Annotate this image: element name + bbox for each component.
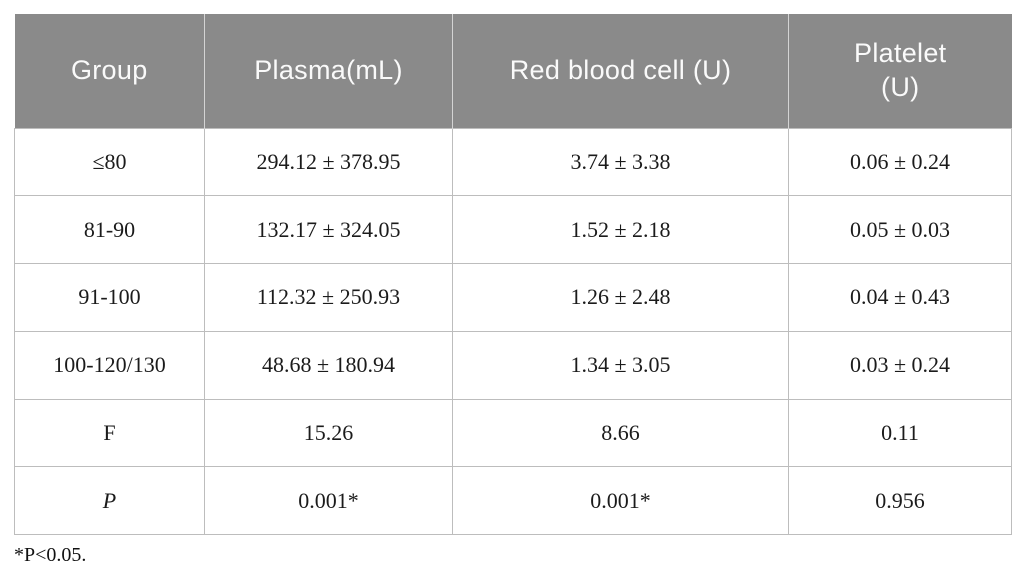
col-header-platelet: Platelet (U): [788, 14, 1012, 128]
cell-plasma: 112.32 ± 250.93: [204, 263, 453, 332]
table-row-f-statistic: F 15.26 8.66 0.11: [14, 398, 1012, 468]
blood-product-table: Group Plasma(mL) Red blood cell (U) Plat…: [14, 14, 1012, 536]
table-row-p-value: P 0.001* 0.001* 0.956: [14, 466, 1012, 536]
cell-group: 81-90: [14, 195, 205, 265]
col-header-group: Group: [14, 14, 205, 128]
cell-plasma: 132.17 ± 324.05: [204, 195, 453, 265]
table-row-group-100-120-130: 100-120/130 48.68 ± 180.94 1.34 ± 3.05 0…: [14, 330, 1012, 400]
cell-platelet: 0.956: [788, 466, 1012, 536]
table-row-group-81-90: 81-90 132.17 ± 324.05 1.52 ± 2.18 0.05 ±…: [14, 195, 1012, 265]
cell-red-blood-cell: 0.001*: [452, 466, 789, 536]
col-header-platelet-label: Platelet (U): [854, 38, 947, 102]
col-header-group-label: Group: [70, 54, 148, 85]
cell-red-blood-cell: 3.74 ± 3.38: [452, 127, 789, 197]
cell-plasma: 48.68 ± 180.94: [204, 330, 453, 400]
cell-red-blood-cell: 8.66: [452, 398, 789, 468]
cell-platelet: 0.04 ± 0.43: [788, 263, 1012, 332]
cell-group: P: [14, 466, 205, 536]
cell-group: F: [14, 398, 205, 468]
cell-platelet: 0.11: [788, 398, 1012, 468]
cell-group: 91-100: [14, 263, 205, 332]
cell-plasma: 0.001*: [204, 466, 453, 536]
cell-red-blood-cell: 1.34 ± 3.05: [452, 330, 789, 400]
cell-group: 100-120/130: [14, 330, 205, 400]
cell-plasma: 15.26: [204, 398, 453, 468]
cell-red-blood-cell: 1.26 ± 2.48: [452, 263, 789, 332]
cell-plasma: 294.12 ± 378.95: [204, 127, 453, 197]
table-row-group-91-100: 91-100 112.32 ± 250.93 1.26 ± 2.48 0.04 …: [14, 263, 1012, 332]
col-header-red-blood-cell-label: Red blood cell (U): [509, 54, 732, 85]
table-footnote: *P<0.05.: [14, 544, 87, 567]
cell-red-blood-cell: 1.52 ± 2.18: [452, 195, 789, 265]
cell-group: ≤80: [14, 127, 205, 197]
col-header-plasma-label: Plasma(mL): [254, 54, 403, 85]
col-header-red-blood-cell: Red blood cell (U): [452, 14, 789, 128]
page: Group Plasma(mL) Red blood cell (U) Plat…: [14, 14, 1012, 567]
col-header-plasma: Plasma(mL): [204, 14, 453, 128]
cell-platelet: 0.06 ± 0.24: [788, 127, 1012, 197]
header-row: Group Plasma(mL) Red blood cell (U) Plat…: [14, 14, 1012, 128]
cell-platelet: 0.03 ± 0.24: [788, 330, 1012, 400]
cell-platelet: 0.05 ± 0.03: [788, 195, 1012, 265]
table-row-group-le80: ≤80 294.12 ± 378.95 3.74 ± 3.38 0.06 ± 0…: [14, 127, 1012, 197]
